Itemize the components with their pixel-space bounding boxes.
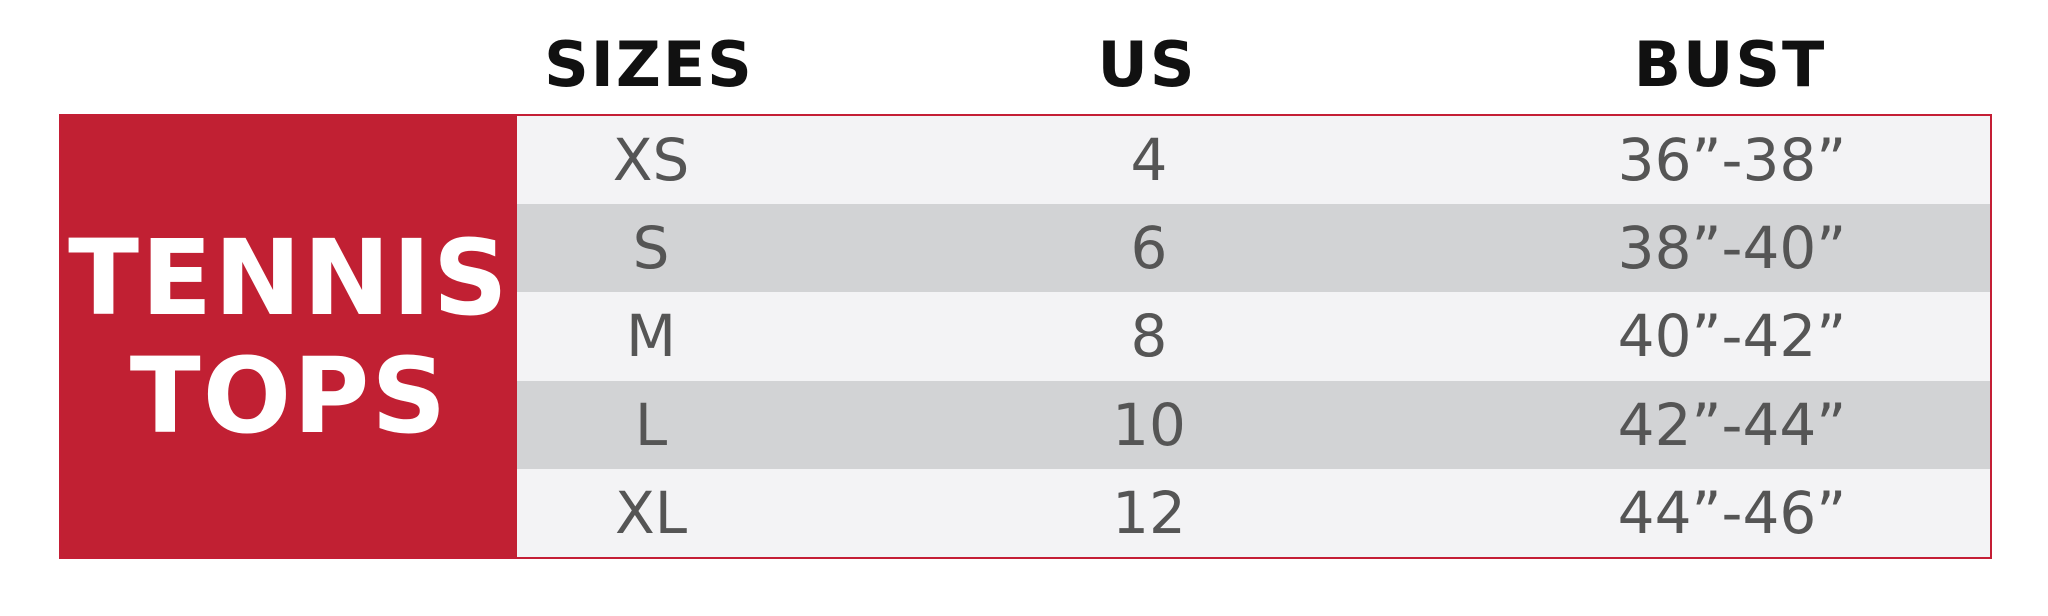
cell-bust: 42”-44” <box>1617 390 1847 459</box>
category-line1: TENNIS <box>68 216 510 339</box>
table-row: L 10 42”-44” <box>517 380 1990 469</box>
cell-us: 10 <box>1112 390 1186 459</box>
table-row: M 8 40”-42” <box>517 292 1990 381</box>
header-us: US <box>1097 28 1197 101</box>
cell-size: XL <box>614 478 688 547</box>
table-body: XS 4 36”-38” S 6 38”-40” M 8 40”-42” L 10 42”-44” XL… <box>517 116 1990 557</box>
cell-size: M <box>625 302 677 371</box>
table-row: XL 12 44”-46” <box>517 468 1990 557</box>
cell-us: 12 <box>1112 478 1186 547</box>
cell-bust: 36”-38” <box>1617 126 1847 195</box>
cell-size: XS <box>612 126 690 195</box>
table-row: XS 4 36”-38” <box>517 116 1990 205</box>
table-row: S 6 38”-40” <box>517 204 1990 293</box>
cell-size: S <box>632 214 670 283</box>
cell-bust: 38”-40” <box>1617 214 1847 283</box>
header-bust: BUST <box>1633 28 1827 101</box>
cell-bust: 40”-42” <box>1617 302 1847 371</box>
header-sizes: SIZES <box>544 28 754 101</box>
cell-bust: 44”-46” <box>1617 478 1847 547</box>
cell-us: 8 <box>1130 302 1168 371</box>
size-chart-table: TENNIS TOPS XS 4 36”-38” S 6 38”-40” M 8 40”-42”… <box>59 114 1992 559</box>
category-panel: TENNIS TOPS <box>61 116 517 557</box>
category-line2: TOPS <box>129 334 449 457</box>
cell-size: L <box>634 390 668 459</box>
cell-us: 4 <box>1130 126 1168 195</box>
cell-us: 6 <box>1130 214 1168 283</box>
